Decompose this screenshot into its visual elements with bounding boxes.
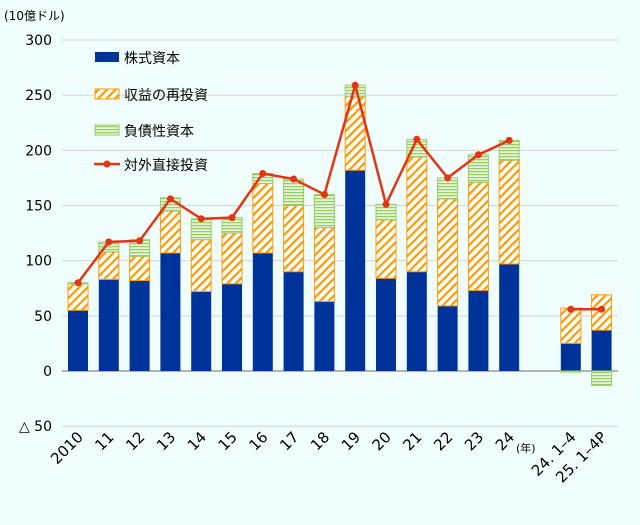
bar-equity bbox=[222, 283, 242, 371]
legend-label: 対外直接投資 bbox=[124, 157, 208, 174]
fdi-point bbox=[290, 175, 298, 183]
fdi-point bbox=[166, 195, 174, 203]
y-tick-label: 250 bbox=[25, 88, 52, 104]
x-tick-label: 21 bbox=[399, 428, 425, 454]
bar-reinvested-earnings bbox=[283, 205, 305, 273]
fdi-point bbox=[382, 200, 390, 208]
bar-reinvested-earnings bbox=[437, 198, 459, 307]
bar-equity bbox=[345, 170, 366, 371]
fdi-point bbox=[197, 215, 205, 223]
fdi-point bbox=[474, 151, 482, 159]
x-tick-label: 11 bbox=[91, 428, 117, 454]
bar-reinvested-earnings bbox=[467, 181, 489, 291]
legend-label: 収益の再投資 bbox=[124, 88, 208, 104]
bar-reinvested-earnings bbox=[159, 210, 181, 254]
fdi-point bbox=[74, 279, 82, 287]
unit-label: (10億ドル) bbox=[4, 9, 65, 23]
x-tick-label: 17 bbox=[276, 428, 302, 454]
bar-equity bbox=[499, 263, 520, 371]
bar-equity bbox=[437, 305, 458, 371]
bar-equity bbox=[376, 278, 396, 371]
fdi-point bbox=[444, 174, 452, 182]
fdi-point bbox=[567, 305, 575, 313]
bar-equity bbox=[129, 280, 150, 371]
y-tick-label: 200 bbox=[25, 143, 52, 159]
bar-equity bbox=[191, 291, 212, 371]
x-tick-label: 14 bbox=[184, 428, 210, 454]
bar-reinvested-earnings bbox=[98, 251, 120, 280]
fdi-point bbox=[136, 237, 144, 245]
bar-reinvested-earnings bbox=[375, 219, 397, 279]
x-tick-label: 22 bbox=[430, 428, 456, 454]
y-tick-label: 0 bbox=[43, 364, 52, 380]
bar-equity bbox=[560, 343, 581, 371]
bar-equity bbox=[98, 279, 119, 371]
fdi-point bbox=[598, 305, 606, 313]
bar-equity bbox=[68, 310, 88, 371]
y-tick-label: 100 bbox=[25, 254, 52, 270]
bar-equity bbox=[406, 271, 427, 371]
y-tick-label: 300 bbox=[25, 33, 52, 49]
bar-reinvested-earnings bbox=[67, 283, 89, 311]
bar-equity bbox=[468, 290, 489, 371]
legend-label: 株式資本 bbox=[124, 51, 180, 67]
bar-debt-capital bbox=[313, 193, 335, 229]
bar-reinvested-earnings bbox=[313, 227, 335, 302]
y-tick-label: △ 50 bbox=[19, 419, 52, 435]
x-tick-label: 15 bbox=[215, 428, 241, 454]
fdi-point bbox=[505, 136, 513, 144]
x-tick-label: 16 bbox=[245, 428, 271, 454]
x-axis-suffix: (年) bbox=[516, 441, 536, 455]
y-tick-label: 50 bbox=[34, 309, 52, 325]
fdi-point bbox=[413, 135, 421, 143]
x-tick-label: 20 bbox=[369, 428, 395, 454]
bar-equity bbox=[252, 252, 273, 371]
x-tick-label: 12 bbox=[122, 428, 148, 454]
legend-swatch-equity bbox=[95, 52, 119, 62]
bar-reinvested-earnings bbox=[190, 239, 212, 293]
fdi-point bbox=[351, 81, 359, 89]
bar-reinvested-earnings bbox=[221, 232, 243, 285]
legend-marker-fdi bbox=[103, 160, 111, 168]
bar-debt-capital bbox=[591, 370, 613, 386]
bar-reinvested-earnings bbox=[560, 307, 582, 344]
x-tick-label: 13 bbox=[153, 428, 179, 454]
bar-equity bbox=[591, 330, 612, 371]
bar-debt-capital bbox=[560, 370, 582, 373]
bar-equity bbox=[160, 252, 181, 371]
bar-equity bbox=[314, 301, 335, 371]
legend-swatch-reinvested-earnings bbox=[94, 88, 120, 100]
bar-reinvested-earnings bbox=[498, 159, 520, 265]
x-tick-label: 23 bbox=[461, 428, 487, 454]
x-tick-label: 19 bbox=[338, 428, 364, 454]
x-tick-label: 18 bbox=[307, 428, 333, 454]
x-tick-label: 2010 bbox=[47, 428, 87, 468]
bar-reinvested-earnings bbox=[252, 182, 274, 254]
fdi-point bbox=[228, 214, 236, 222]
fdi-point bbox=[320, 190, 328, 198]
bar-reinvested-earnings bbox=[129, 255, 151, 282]
y-tick-label: 150 bbox=[25, 199, 52, 215]
legend-swatch-debt-capital bbox=[94, 124, 120, 136]
bar-equity bbox=[283, 271, 304, 371]
bar-reinvested-earnings bbox=[406, 156, 428, 273]
legend-label: 負債性資本 bbox=[124, 124, 194, 140]
fdi-point bbox=[259, 170, 267, 178]
fdi-point bbox=[105, 238, 113, 246]
x-tick-label: 24 bbox=[492, 428, 518, 454]
